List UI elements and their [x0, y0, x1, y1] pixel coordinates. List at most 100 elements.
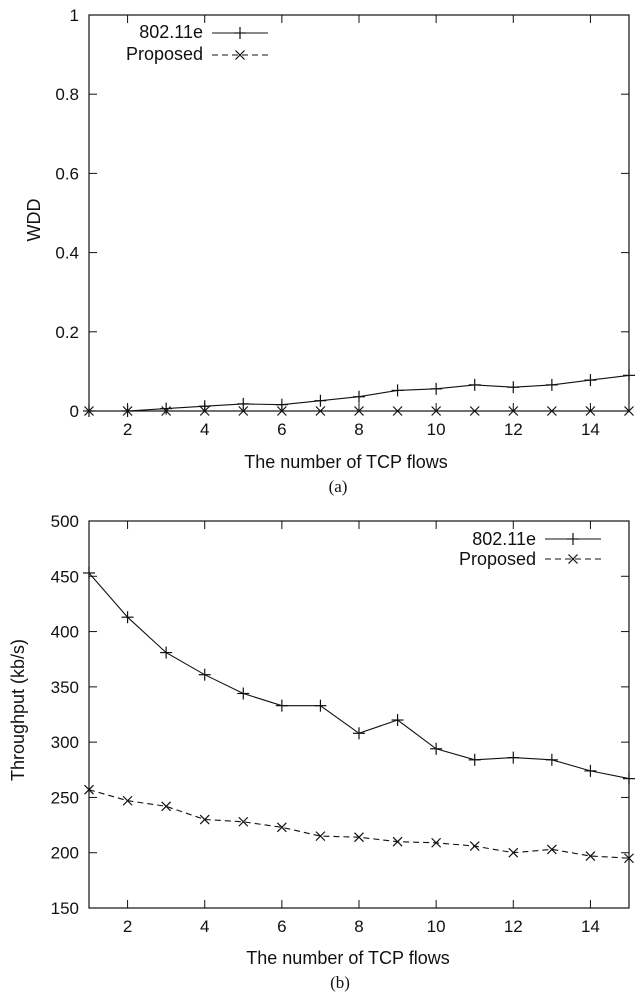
chart-b-point-802-11e	[391, 714, 404, 727]
chart-b-point-proposed	[624, 853, 634, 864]
y-tick-label: 200	[51, 844, 79, 863]
chart-a-ylabel: WDD	[24, 199, 44, 242]
chart-a-point-802-11e	[275, 398, 288, 411]
chart-a: 00.20.40.60.812 4 6 8 10 12 14 WDD The number …	[24, 6, 635, 496]
chart-b-legend: 802.11e Proposed	[459, 529, 601, 569]
chart-b-ylabel: Throughput (kb/s)	[8, 639, 28, 781]
chart-b-point-proposed	[122, 795, 133, 806]
chart-b-point-802-11e	[507, 751, 520, 764]
chart-b-xlabel: The number of TCP flows	[246, 948, 449, 968]
chart-b-caption: (b)	[330, 973, 350, 992]
chart-b-point-802-11e	[314, 699, 327, 712]
chart-b-point-802-11e	[160, 646, 173, 659]
chart-a-caption: (a)	[329, 477, 348, 496]
chart-a-legend-label-proposed: Proposed	[126, 44, 203, 64]
chart-a-point-proposed	[276, 406, 287, 416]
chart-a-point-proposed	[354, 406, 364, 416]
chart-b-point-proposed	[354, 832, 364, 843]
x-tick-label: 10	[427, 917, 446, 936]
y-tick-label: 0	[70, 402, 79, 421]
chart-b-point-proposed	[238, 816, 249, 827]
x-tick-label: 8	[354, 420, 363, 439]
chart-a-point-802-11e	[507, 381, 520, 394]
chart-b-point-proposed	[276, 822, 287, 833]
chart-b-point-802-11e	[353, 727, 365, 740]
chart-b-point-802-11e	[198, 668, 211, 681]
chart-a-point-proposed	[624, 406, 634, 416]
chart-a-point-proposed	[508, 406, 519, 416]
chart-b-point-proposed	[585, 851, 596, 861]
chart-b-point-proposed	[469, 841, 480, 852]
y-tick-label: 300	[51, 733, 79, 752]
chart-a-point-802-11e	[623, 369, 635, 382]
chart-a-point-proposed	[161, 406, 172, 416]
chart-b: 150 200 250 300 350 400 450 500 2 4 6 8 10 12 14 Throu…	[8, 512, 635, 992]
y-tick-label: 350	[51, 678, 79, 697]
chart-b-point-802-11e	[275, 699, 288, 712]
chart-a-point-proposed	[431, 406, 442, 416]
y-tick-label: 250	[51, 788, 79, 807]
chart-b-point-802-11e	[468, 753, 481, 766]
chart-a-legend-marker-proposed	[235, 50, 245, 60]
chart-b-point-802-11e	[545, 753, 558, 766]
chart-a-legend-marker-802-11e	[234, 27, 246, 39]
x-tick-label: 4	[200, 420, 209, 439]
x-tick-label: 10	[427, 420, 446, 439]
x-tick-label: 6	[277, 420, 286, 439]
y-tick-label: 0.6	[55, 164, 79, 183]
x-tick-label: 2	[123, 420, 132, 439]
y-tick-label: 450	[51, 567, 79, 586]
chart-a-point-802-11e	[353, 390, 365, 403]
chart-a-point-proposed	[585, 406, 596, 416]
chart-a-frame	[88, 14, 630, 412]
x-tick-label: 8	[354, 917, 363, 936]
chart-a-point-802-11e	[160, 402, 173, 415]
chart-b-point-proposed	[161, 801, 172, 812]
x-tick-label: 12	[504, 917, 523, 936]
chart-b-point-proposed	[431, 837, 442, 848]
chart-b-point-802-11e	[430, 742, 443, 755]
chart-b-series-line-802-11e	[88, 572, 630, 780]
chart-b-point-802-11e	[237, 687, 250, 700]
y-tick-label: 150	[51, 899, 79, 918]
chart-b-point-proposed	[508, 847, 519, 858]
y-tick-label: 0.8	[55, 85, 79, 104]
y-tick-label: 500	[51, 512, 79, 531]
chart-b-point-proposed	[84, 784, 94, 795]
chart-b-point-proposed	[392, 836, 403, 847]
chart-b-legend-label-802-11e: 802.11e	[472, 529, 536, 549]
chart-a-point-proposed	[469, 406, 480, 416]
chart-a-point-802-11e	[391, 384, 404, 397]
y-tick-label: 0.2	[55, 323, 79, 342]
chart-a-point-proposed	[199, 406, 210, 416]
chart-b-legend-label-proposed: Proposed	[459, 549, 536, 569]
x-tick-label: 4	[200, 917, 209, 936]
x-tick-label: 14	[581, 917, 600, 936]
chart-a-plot-area: 00.20.40.60.812 4 6 8 10 12 14	[55, 6, 635, 439]
chart-b-plot-area: 150 200 250 300 350 400 450 500 2 4 6 8 10 12 14	[51, 512, 635, 936]
chart-a-point-802-11e	[468, 378, 481, 391]
chart-a-xlabel: The number of TCP flows	[244, 452, 447, 472]
x-tick-label: 2	[123, 917, 132, 936]
chart-b-point-802-11e	[623, 772, 635, 785]
chart-a-point-proposed	[84, 406, 94, 416]
chart-b-series-line-proposed	[88, 789, 630, 859]
chart-b-point-802-11e	[121, 611, 134, 624]
chart-b-legend-marker-802-11e	[567, 533, 579, 545]
chart-a-point-802-11e	[545, 378, 558, 391]
x-tick-label: 12	[504, 420, 523, 439]
chart-a-point-802-11e	[237, 397, 250, 410]
chart-b-point-proposed	[315, 831, 326, 842]
chart-a-point-802-11e	[584, 374, 597, 387]
chart-a-point-proposed	[122, 406, 133, 416]
chart-b-point-802-11e	[83, 566, 95, 579]
chart-b-point-proposed	[199, 814, 210, 825]
x-tick-label: 14	[581, 420, 600, 439]
chart-a-legend-label-802-11e: 802.11e	[139, 22, 203, 42]
chart-b-point-802-11e	[584, 764, 597, 777]
chart-a-point-proposed	[546, 406, 557, 416]
chart-a-point-proposed	[238, 406, 249, 416]
chart-b-legend-marker-proposed	[568, 554, 578, 564]
